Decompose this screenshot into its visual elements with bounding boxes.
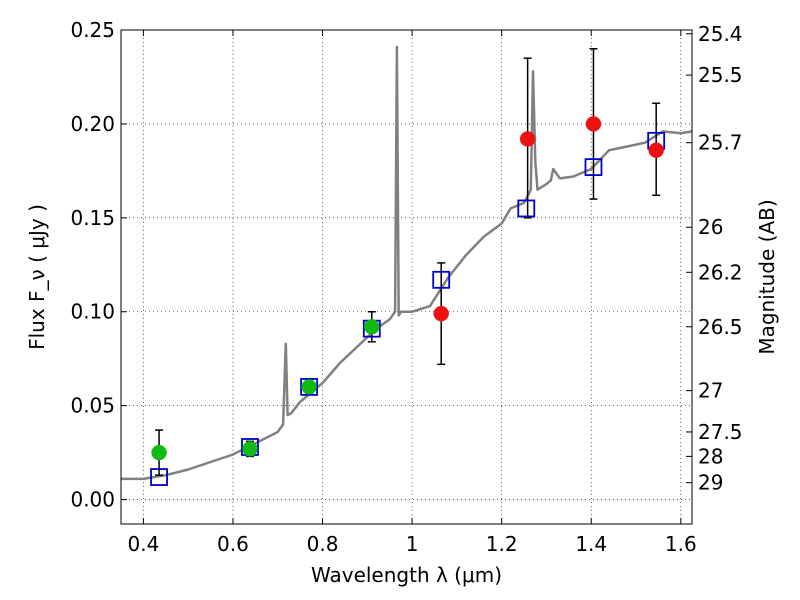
x-tick-label: 0.8	[307, 532, 339, 556]
x-tick-label: 1	[406, 532, 419, 556]
y-tick-label: 0.25	[70, 18, 115, 42]
right-tick-label: 25.7	[698, 131, 743, 155]
x-axis-label: Wavelength λ (μm)	[311, 563, 502, 587]
right-tick-label: 25.4	[698, 22, 743, 46]
x-tick-label: 1.4	[575, 532, 607, 556]
model-spectrum-line	[121, 45, 692, 481]
right-tick-label: 28	[698, 444, 723, 468]
y-tick-label: 0.15	[70, 206, 115, 230]
x-tick-labels: 0.4 0.6 0.8 1 1.2 1.4 1.6	[127, 532, 696, 556]
y-tick-label: 0.20	[70, 112, 115, 136]
model-square-point	[300, 377, 318, 396]
x-tick-label: 0.6	[217, 532, 249, 556]
grid-lines	[121, 29, 692, 524]
right-tick-label: 27.5	[698, 420, 743, 444]
y-axis-label: Flux F_ν ( μJy )	[25, 204, 49, 350]
model-square-point	[584, 158, 603, 177]
model-square-point	[517, 199, 536, 218]
right-tick-label: 29	[698, 471, 723, 495]
observed-point	[519, 131, 536, 147]
model-square-layer	[150, 131, 666, 486]
right-tick-label: 26	[698, 215, 723, 239]
observed-point	[433, 305, 449, 322]
observed-point	[364, 319, 380, 335]
observed-point	[242, 441, 258, 457]
error-bar-layer	[155, 48, 661, 476]
observed-point	[301, 379, 317, 395]
plot-frame	[120, 29, 693, 525]
right-tick-label: 26.5	[698, 315, 743, 339]
right-axis-label: Magnitude (AB)	[755, 199, 779, 354]
y-tick-label: 0.00	[70, 488, 115, 512]
observed-point	[648, 142, 664, 158]
model-square-point	[432, 270, 451, 289]
right-tick-label: 25.5	[698, 63, 743, 87]
observed-point-layer	[151, 116, 664, 461]
x-tick-label: 1.6	[665, 532, 697, 556]
y-tick-label: 0.10	[70, 300, 115, 324]
right-tick-labels: 25.4 25.5 25.7 26 26.2 26.5 27 27.528 29	[698, 22, 743, 495]
right-tick-label: 27	[698, 379, 723, 403]
y-tick-labels: 0.00 0.05 0.10 0.15 0.20 0.25	[70, 18, 115, 512]
model-square-point	[150, 468, 168, 486]
y-tick-label: 0.05	[70, 394, 115, 418]
observed-point	[585, 116, 602, 132]
model-spectrum-layer	[121, 45, 692, 481]
axis-ticks	[121, 29, 692, 524]
observed-point	[151, 444, 167, 461]
x-tick-label: 1.2	[486, 532, 518, 556]
right-tick-label: 26.2	[698, 260, 743, 284]
x-tick-label: 0.4	[127, 532, 159, 556]
